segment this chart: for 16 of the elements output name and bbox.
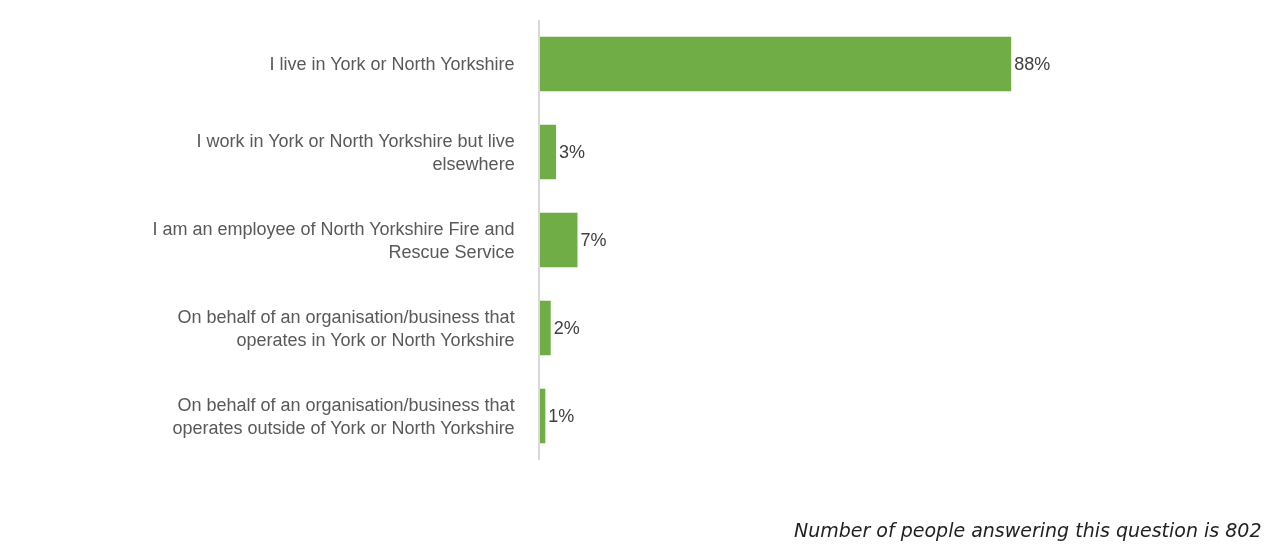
bar	[540, 388, 546, 444]
bar	[540, 36, 1012, 92]
data-label: 1%	[548, 406, 575, 426]
data-label: 7%	[580, 230, 607, 250]
data-label: 2%	[553, 318, 580, 338]
bar	[540, 300, 551, 356]
bar	[540, 124, 557, 180]
text: Number of people answering this question is 802	[794, 519, 1262, 541]
y-tick-label: I am an employee of North Yorkshire Fire and Rescue Service	[152, 218, 515, 262]
y-tick-label: I work in York or North Yorkshire but live elsewhere	[196, 130, 515, 174]
bar	[540, 212, 578, 268]
y-tick-label: I live in York or North Yorkshire	[269, 54, 515, 75]
y-tick-label: On behalf of an organisation/business that operates in York or North Yorkshire	[177, 306, 515, 350]
data-label: 88%	[1014, 54, 1051, 74]
y-tick-label: On behalf of an organisation/business that operates outside of York or North Yorkshire	[172, 394, 515, 438]
data-label: 3%	[559, 142, 586, 162]
